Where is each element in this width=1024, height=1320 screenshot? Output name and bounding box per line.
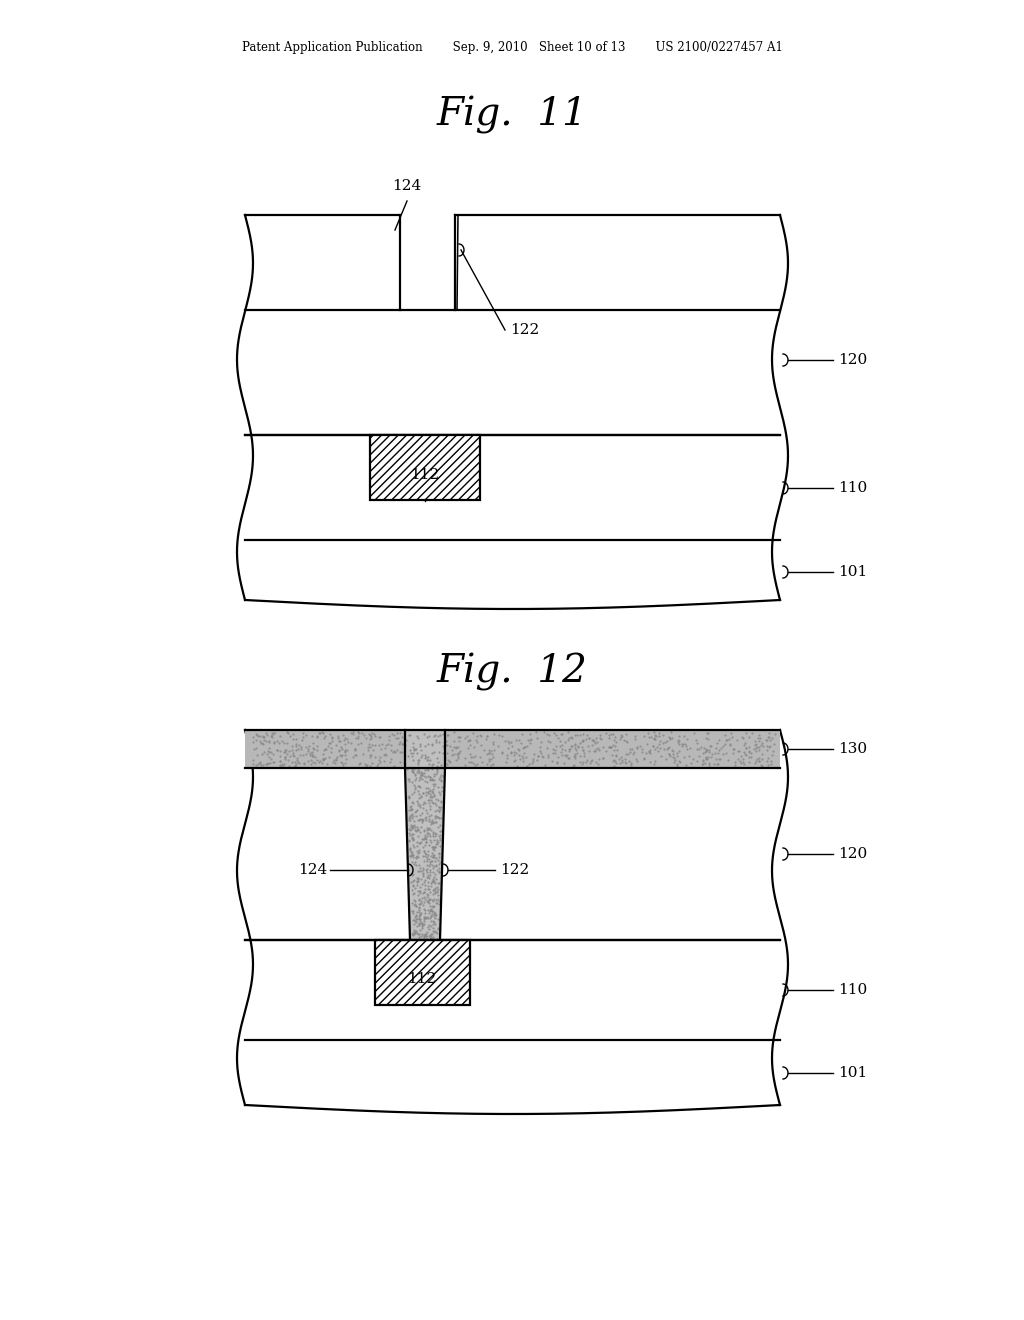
Text: 130: 130	[838, 742, 867, 756]
Text: 120: 120	[838, 847, 867, 861]
Text: 101: 101	[838, 1067, 867, 1080]
Text: 124: 124	[298, 863, 327, 876]
Text: Patent Application Publication        Sep. 9, 2010   Sheet 10 of 13        US 21: Patent Application Publication Sep. 9, 2…	[242, 41, 782, 54]
Text: 110: 110	[838, 983, 867, 997]
Polygon shape	[406, 730, 445, 940]
Text: 101: 101	[838, 565, 867, 579]
Text: 120: 120	[838, 352, 867, 367]
Text: 112: 112	[411, 469, 439, 482]
Text: Fig.  11: Fig. 11	[436, 96, 588, 135]
Text: 112: 112	[408, 972, 436, 986]
Text: 122: 122	[500, 863, 529, 876]
Text: 124: 124	[392, 180, 422, 193]
Text: 122: 122	[510, 323, 540, 337]
Bar	[245, 730, 780, 768]
Text: Fig.  12: Fig. 12	[436, 653, 588, 690]
Bar	[375, 940, 470, 1005]
Bar	[370, 436, 480, 500]
Text: 110: 110	[838, 480, 867, 495]
